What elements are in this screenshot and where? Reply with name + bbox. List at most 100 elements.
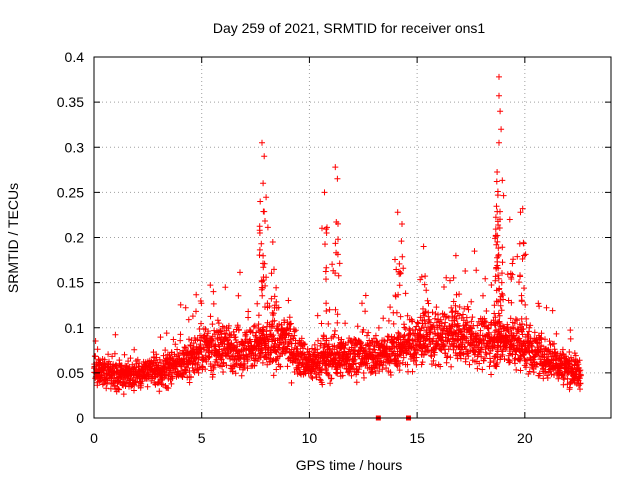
- data-point: [309, 375, 316, 382]
- data-point: [326, 372, 333, 379]
- data-point: [268, 349, 275, 356]
- data-point: [206, 354, 213, 361]
- data-point: [418, 273, 425, 280]
- data-point: [241, 360, 248, 367]
- data-point: [417, 314, 424, 321]
- data-point: [409, 368, 416, 375]
- data-point-spike: [506, 216, 513, 223]
- x-tick-label: 0: [90, 430, 98, 446]
- y-tick-label: 0.25: [57, 184, 84, 200]
- data-point: [493, 203, 500, 210]
- data-point: [567, 327, 574, 334]
- data-point: [236, 355, 243, 362]
- data-point-spike: [323, 230, 330, 236]
- data-points: [91, 73, 584, 421]
- data-point-spike: [332, 164, 339, 171]
- data-point: [268, 321, 275, 328]
- data-point: [315, 337, 321, 344]
- data-point: [336, 260, 343, 267]
- data-point: [491, 302, 498, 309]
- data-point: [259, 292, 266, 299]
- data-point: [157, 334, 164, 341]
- data-point: [372, 370, 379, 377]
- data-point: [429, 309, 436, 316]
- data-point: [499, 259, 506, 266]
- data-point: [528, 342, 535, 349]
- data-point: [421, 351, 427, 358]
- data-point: [480, 292, 486, 299]
- data-point: [177, 301, 184, 308]
- data-point: [419, 317, 426, 324]
- data-point: [551, 340, 558, 347]
- data-point: [180, 347, 187, 354]
- data-point: [576, 368, 583, 374]
- data-point: [277, 363, 284, 370]
- data-point: [332, 306, 339, 313]
- data-point: [400, 336, 407, 343]
- data-point: [323, 276, 329, 283]
- data-point: [235, 292, 242, 299]
- data-point: [284, 325, 291, 331]
- data-point: [189, 364, 196, 371]
- data-point: [253, 336, 260, 343]
- data-point: [522, 251, 529, 258]
- data-point: [326, 306, 333, 313]
- data-point: [526, 368, 533, 375]
- data-point: [437, 316, 444, 323]
- data-point: [330, 267, 337, 274]
- data-point: [225, 322, 232, 329]
- data-point: [219, 363, 225, 370]
- data-point: [518, 315, 525, 322]
- data-point: [512, 316, 519, 323]
- data-point: [508, 332, 515, 339]
- data-point: [192, 355, 199, 362]
- data-point: [520, 340, 527, 346]
- data-point: [443, 359, 450, 366]
- data-point: [285, 297, 292, 304]
- data-point: [220, 369, 227, 375]
- data-point: [215, 320, 222, 327]
- data-point: [396, 360, 403, 367]
- data-point: [494, 319, 501, 326]
- data-point: [309, 345, 315, 352]
- data-point: [127, 355, 134, 362]
- data-point-spike: [321, 189, 328, 196]
- data-point: [461, 343, 468, 350]
- data-point: [376, 368, 383, 375]
- data-point: [288, 320, 294, 327]
- data-point: [498, 279, 505, 286]
- data-point: [465, 306, 472, 313]
- data-point: [401, 332, 408, 339]
- data-point: [360, 326, 367, 333]
- data-point: [181, 344, 188, 351]
- data-point: [519, 256, 526, 262]
- data-point-spike: [269, 239, 276, 245]
- data-point: [288, 346, 295, 353]
- data-point: [507, 315, 514, 322]
- data-point: [131, 346, 138, 353]
- data-point: [154, 380, 161, 387]
- data-point: [450, 346, 457, 353]
- data-point: [323, 335, 330, 342]
- data-point: [232, 370, 239, 377]
- data-point-spike: [452, 252, 459, 259]
- data-point: [256, 252, 263, 259]
- data-point: [491, 310, 498, 317]
- data-point: [427, 328, 434, 335]
- data-point: [461, 305, 468, 312]
- data-point: [251, 322, 258, 329]
- data-point: [421, 324, 427, 331]
- data-point: [445, 314, 452, 321]
- data-point: [383, 365, 390, 371]
- data-point: [426, 316, 433, 323]
- data-point: [413, 361, 420, 368]
- data-point: [237, 269, 243, 276]
- data-point: [492, 327, 499, 334]
- data-point: [202, 366, 209, 373]
- data-point: [521, 285, 527, 292]
- data-point: [568, 365, 575, 372]
- data-point: [499, 290, 505, 297]
- data-point: [466, 361, 473, 368]
- data-point: [158, 377, 165, 384]
- data-point-spike: [399, 221, 405, 227]
